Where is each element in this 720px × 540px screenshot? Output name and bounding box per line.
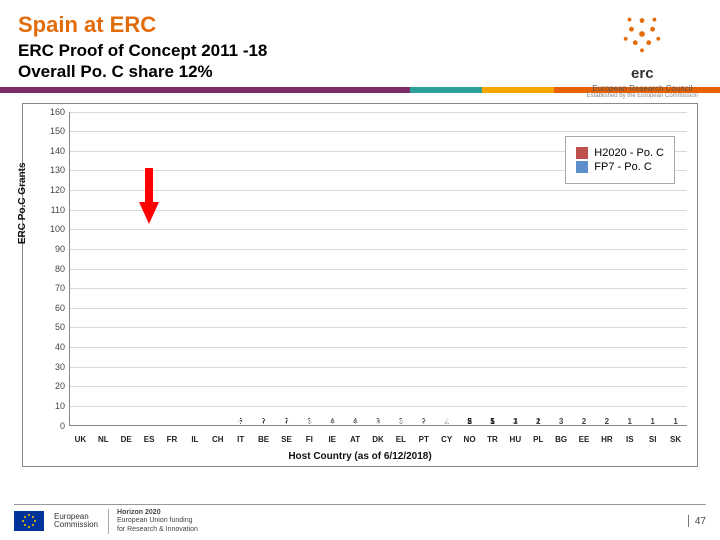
x-tick: BG (555, 435, 567, 444)
erc-label: erc (587, 65, 698, 82)
x-tick: IS (626, 435, 634, 444)
plot-area: 33125UK3168NL1679DE1382ES1461FR1361IL144… (69, 112, 687, 426)
bar-value-label: 5 (462, 417, 476, 426)
erc-sublabel-2: Established by the European Commission (587, 93, 698, 99)
x-tick: BE (258, 435, 269, 444)
bar-value-label: 61 (165, 417, 179, 426)
ec-label: EuropeanCommission (54, 513, 98, 531)
bar-value-label: 42 (234, 417, 248, 426)
x-tick: EL (396, 435, 406, 444)
erc-logo: erc European Research Council Establishe… (587, 10, 698, 99)
footer-left: EuropeanCommission Horizon 2020 European… (14, 509, 198, 534)
x-tick: FI (306, 435, 313, 444)
y-tick: 160 (39, 107, 65, 117)
bar-value-label: 45 (211, 417, 225, 426)
y-tick: 0 (39, 421, 65, 431)
chart-container: ERC Po.C Grants 33125UK3168NL1679DE1382E… (22, 103, 698, 467)
y-axis-label: ERC Po.C Grants (17, 162, 28, 244)
legend-swatch-h2020 (576, 147, 588, 159)
y-tick: 130 (39, 165, 65, 175)
subtitle-line-1: ERC Proof of Concept 2011 -18 (18, 41, 267, 60)
x-tick: CY (441, 435, 452, 444)
x-tick: SI (649, 435, 657, 444)
x-tick: ES (144, 435, 155, 444)
x-tick: DE (121, 435, 132, 444)
y-tick: 140 (39, 146, 65, 156)
bar-value-label: 11 (417, 417, 431, 426)
bar-value-label: 13 (325, 417, 339, 426)
bar-value-label: 10 (394, 417, 408, 426)
y-tick: 120 (39, 185, 65, 195)
y-tick: 150 (39, 126, 65, 136)
bar-value-label: 125 (73, 417, 87, 426)
y-tick: 20 (39, 381, 65, 391)
bar-value-label: 3 (554, 417, 568, 426)
bar-value-label: 5 (485, 417, 499, 426)
legend-label-fp7: FP7 - Po. C (594, 161, 651, 173)
x-tick: UK (75, 435, 87, 444)
slide-footer: EuropeanCommission Horizon 2020 European… (14, 504, 706, 534)
x-tick: PL (533, 435, 543, 444)
h2020-label: Horizon 2020 European Union funding for … (108, 509, 198, 534)
x-tick: TR (487, 435, 498, 444)
x-tick: CH (212, 435, 224, 444)
legend-item-h2020: H2020 - Po. C (576, 147, 664, 159)
legend-label-h2020: H2020 - Po. C (594, 147, 664, 159)
y-tick: 70 (39, 283, 65, 293)
bar-value-label: 2 (577, 417, 591, 426)
bar-value-label: 9 (440, 417, 454, 426)
legend-item-fp7: FP7 - Po. C (576, 161, 664, 173)
y-tick: 50 (39, 322, 65, 332)
x-tick: NL (98, 435, 109, 444)
y-tick: 10 (39, 401, 65, 411)
x-tick: HU (510, 435, 522, 444)
x-tick: IE (328, 435, 336, 444)
bar-value-label: 27 (256, 417, 270, 426)
erc-sublabel: European Research Council (587, 84, 698, 93)
bar-value-label: 18 (302, 417, 316, 426)
x-tick: DK (372, 435, 384, 444)
erc-swirl-icon (618, 10, 666, 58)
y-tick: 60 (39, 303, 65, 313)
legend: H2020 - Po. C FP7 - Po. C (565, 136, 675, 184)
x-tick: NO (464, 435, 476, 444)
bar-value-label: 79 (119, 417, 133, 426)
bar-value-label: 13 (348, 417, 362, 426)
eu-flag-icon (14, 511, 44, 531)
y-tick: 90 (39, 244, 65, 254)
highlight-arrow-icon (139, 168, 159, 229)
bar-value-label: 22 (279, 417, 293, 426)
subtitle-line-2: Overall Po. C share 12% (18, 62, 213, 81)
bar-value-label: 11 (371, 417, 385, 426)
x-tick: SK (670, 435, 681, 444)
x-tick: IL (191, 435, 198, 444)
x-tick: FR (167, 435, 178, 444)
x-tick: IT (237, 435, 244, 444)
page-number: │ 47 (686, 516, 706, 527)
x-tick: PT (419, 435, 429, 444)
x-tick: EE (579, 435, 590, 444)
bar-value-label: 68 (96, 417, 110, 426)
y-tick: 80 (39, 264, 65, 274)
y-tick: 40 (39, 342, 65, 352)
bar-value-label: 2 (531, 417, 545, 426)
y-tick: 110 (39, 205, 65, 215)
x-axis-label: Host Country (as of 6/12/2018) (23, 451, 697, 462)
y-tick: 100 (39, 224, 65, 234)
x-tick: AT (350, 435, 360, 444)
y-tick: 30 (39, 362, 65, 372)
bar-value-label: 82 (142, 417, 156, 426)
bar-value-label: 1 (646, 417, 660, 426)
bar-value-label: 1 (668, 417, 682, 426)
slide-header: Spain at ERC ERC Proof of Concept 2011 -… (0, 0, 720, 87)
x-tick: SE (281, 435, 292, 444)
bar-value-label: 61 (188, 417, 202, 426)
bar-value-label: 3 (508, 417, 522, 426)
x-tick: HR (601, 435, 613, 444)
legend-swatch-fp7 (576, 161, 588, 173)
bar-value-label: 2 (600, 417, 614, 426)
bar-value-label: 1 (623, 417, 637, 426)
